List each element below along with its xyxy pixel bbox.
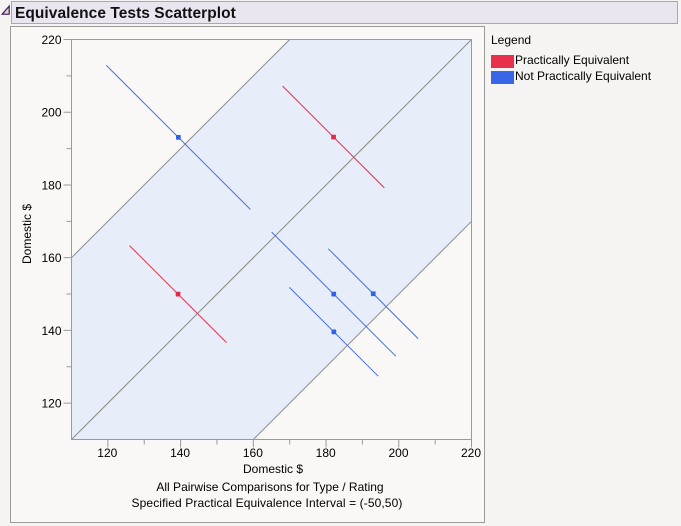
svg-text:120: 120 bbox=[41, 397, 61, 411]
svg-text:All Pairwise Comparisons for T: All Pairwise Comparisons for Type / Rati… bbox=[156, 480, 383, 494]
svg-text:200: 200 bbox=[388, 446, 408, 460]
svg-text:180: 180 bbox=[41, 178, 61, 192]
svg-text:Specified Practical Equivalenc: Specified Practical Equivalence Interval… bbox=[132, 496, 403, 510]
svg-text:160: 160 bbox=[41, 251, 61, 265]
svg-text:200: 200 bbox=[41, 106, 61, 120]
svg-text:140: 140 bbox=[170, 446, 190, 460]
svg-text:220: 220 bbox=[41, 33, 61, 47]
svg-text:180: 180 bbox=[316, 446, 336, 460]
svg-text:Domestic $: Domestic $ bbox=[243, 462, 303, 476]
svg-text:120: 120 bbox=[97, 446, 117, 460]
svg-text:160: 160 bbox=[243, 446, 263, 460]
svg-text:220: 220 bbox=[461, 446, 481, 460]
svg-text:Domestic $: Domestic $ bbox=[20, 204, 34, 264]
svg-text:140: 140 bbox=[41, 324, 61, 338]
